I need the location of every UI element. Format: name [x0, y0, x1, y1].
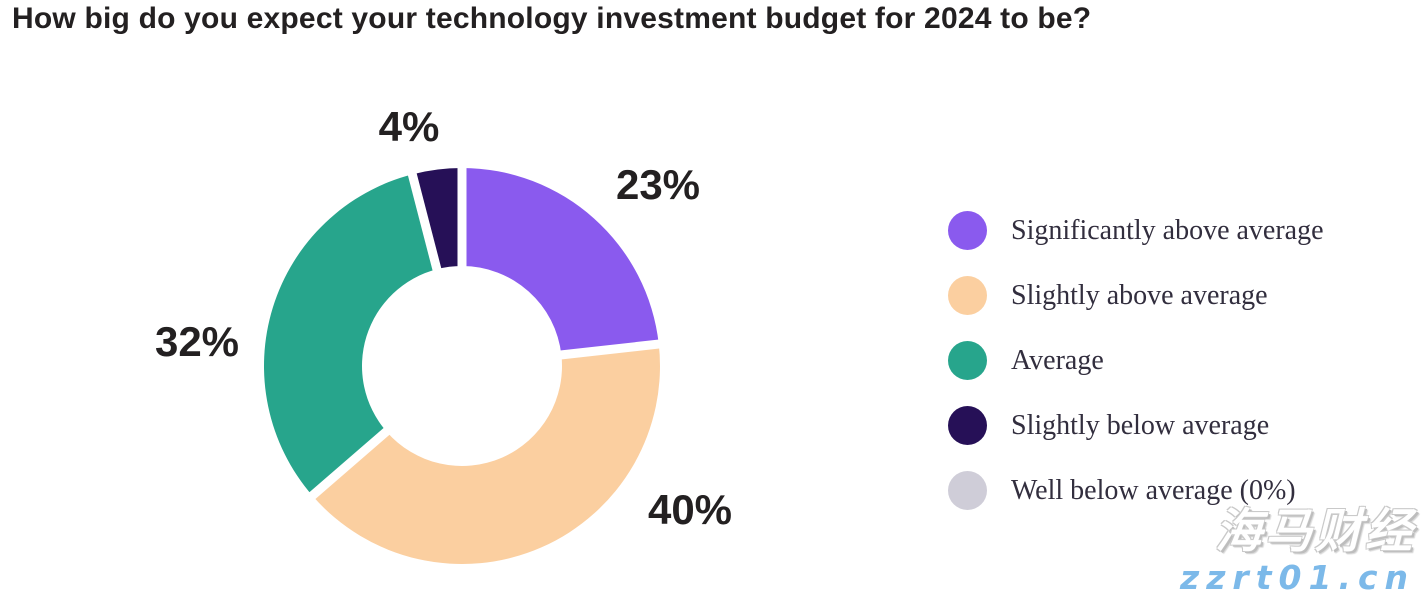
- value-label-significantly-above: 23%: [615, 161, 701, 208]
- slice-separator: [301, 421, 397, 506]
- legend-item-significantly-above: Significantly above average: [948, 211, 1324, 250]
- slice-separator: [405, 163, 444, 281]
- legend-dot-icon: [948, 406, 987, 445]
- donut-slice: [264, 174, 437, 496]
- watermark: 海马财经 zzrt01.cn: [1180, 508, 1415, 594]
- legend-dot-icon: [948, 276, 987, 315]
- legend-item-slightly-above: Slightly above average: [948, 276, 1324, 315]
- value-label-average: 32%: [154, 318, 240, 365]
- watermark-brand-text: 海马财经: [1215, 504, 1415, 559]
- watermark-url-text: zzrt01.cn: [1180, 558, 1415, 594]
- legend-label: Significantly above average: [1011, 214, 1324, 246]
- legend-item-well-below: Well below average (0%): [948, 471, 1324, 510]
- donut-chart: [242, 146, 682, 586]
- value-label-slightly-below: 4%: [378, 103, 440, 150]
- legend-label: Slightly below average: [1011, 409, 1270, 441]
- donut-slice: [462, 168, 659, 355]
- chart-title: How big do you expect your technology in…: [12, 2, 1092, 35]
- legend-item-average: Average: [948, 341, 1324, 380]
- legend-dot-icon: [948, 471, 987, 510]
- legend-label: Average: [1011, 344, 1104, 376]
- legend-dot-icon: [948, 211, 987, 250]
- legend-label: Slightly above average: [1011, 279, 1268, 311]
- legend-item-slightly-below: Slightly below average: [948, 406, 1324, 445]
- legend-label: Well below average (0%): [1011, 474, 1296, 506]
- value-label-slightly-above: 40%: [647, 486, 733, 533]
- donut-svg: [264, 158, 670, 564]
- legend-dot-icon: [948, 341, 987, 380]
- donut-slice: [412, 168, 462, 270]
- chart-legend: Significantly above average Slightly abo…: [948, 211, 1324, 510]
- donut-slice: [312, 344, 660, 564]
- slice-separator: [550, 338, 670, 361]
